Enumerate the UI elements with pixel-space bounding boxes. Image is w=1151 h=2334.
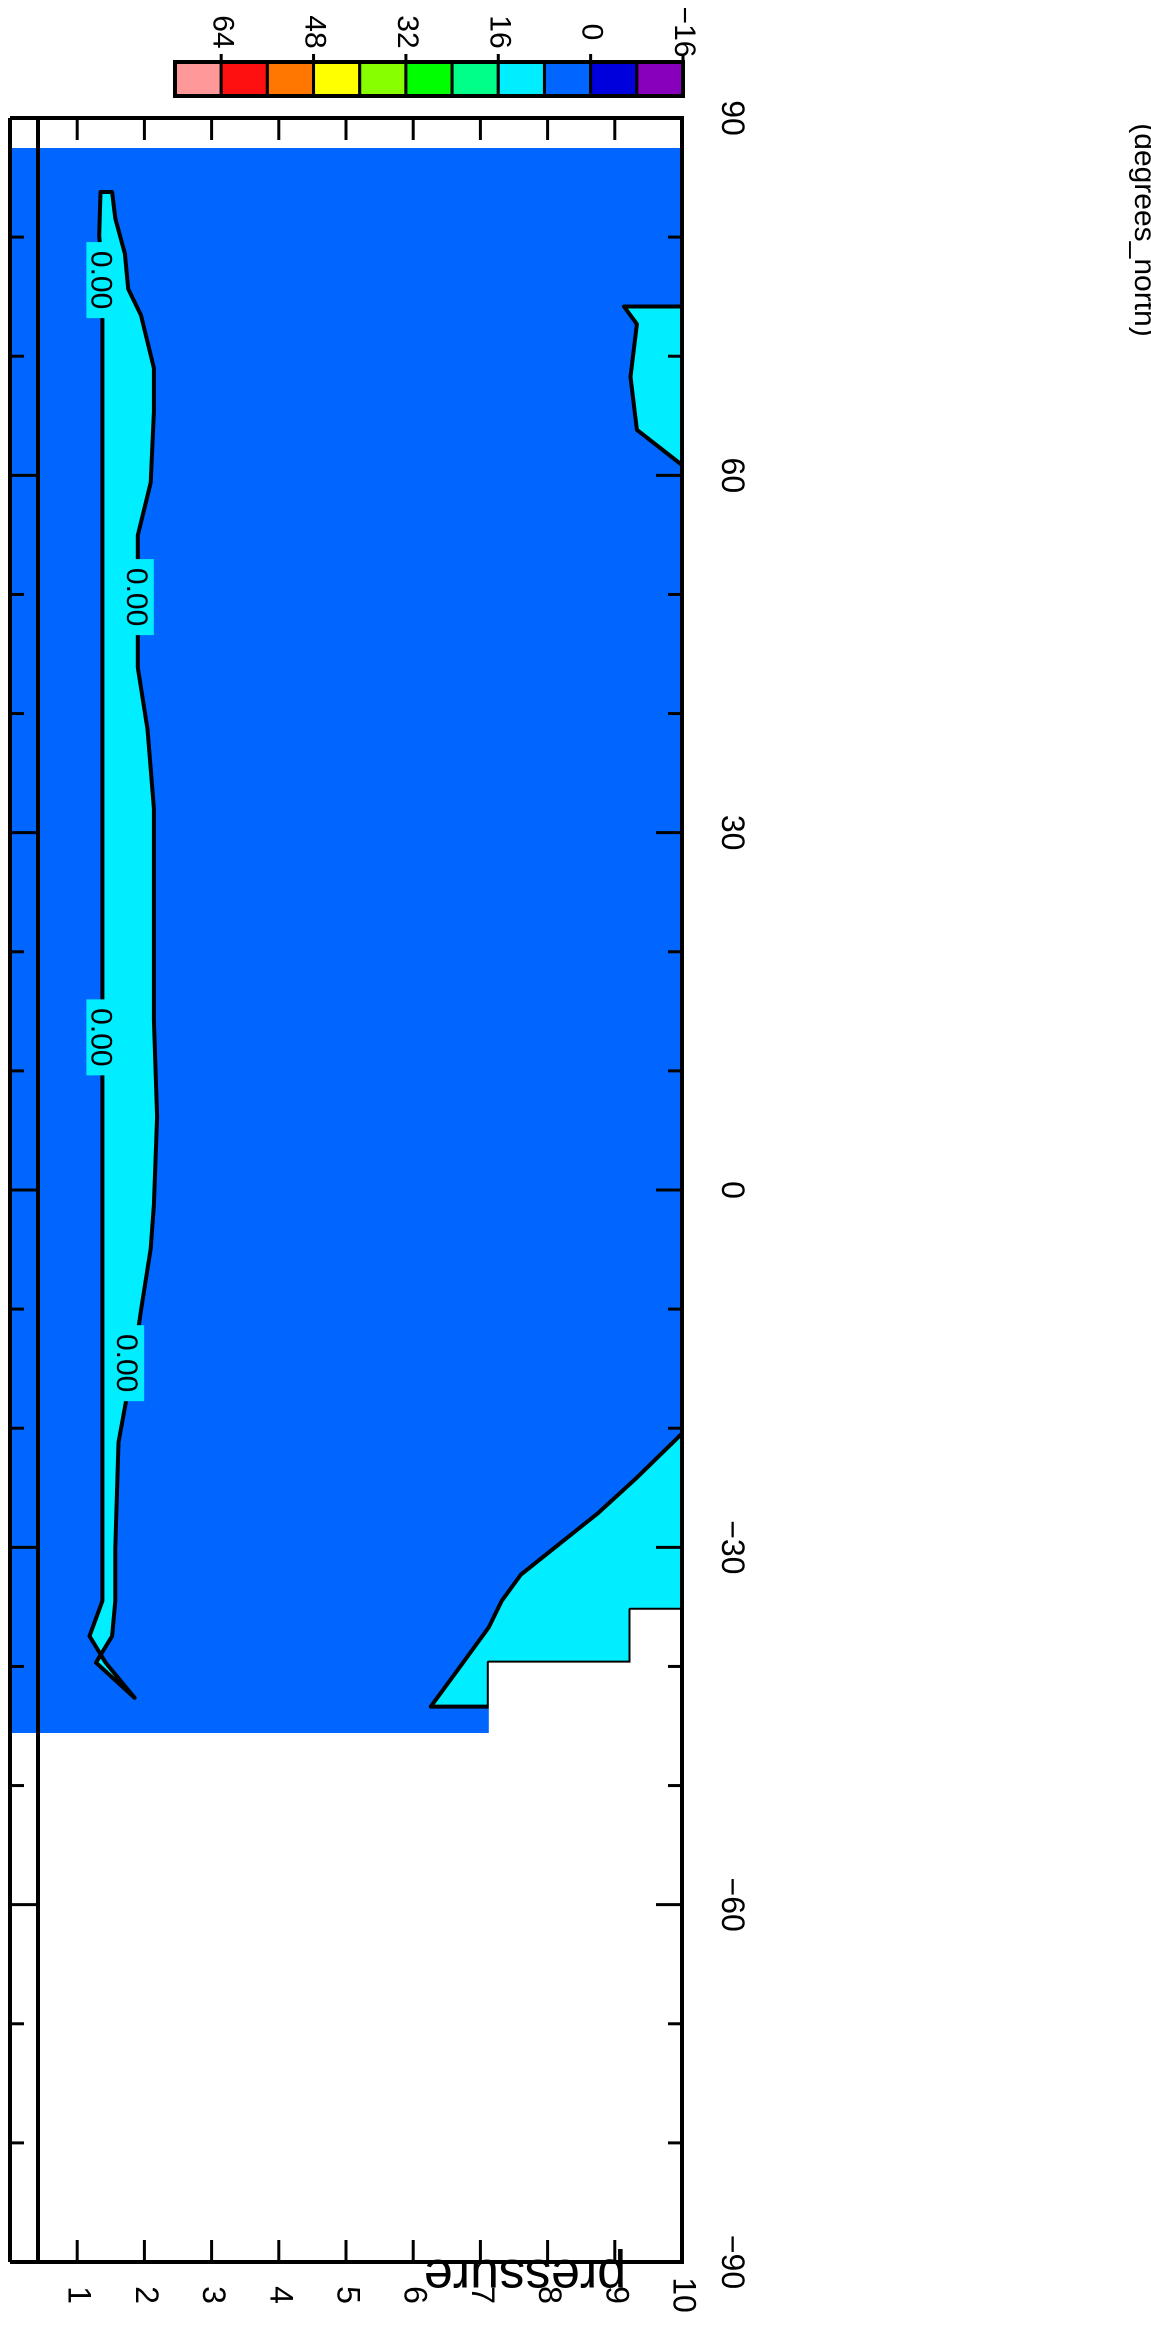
contour-label-background <box>112 1325 145 1402</box>
y-tick-label: 4 <box>263 2286 299 2304</box>
y-tick-label: 6 <box>398 2286 434 2304</box>
colorbar-tick-label: −16 <box>668 7 701 58</box>
colorbar-swatch <box>589 60 639 98</box>
contour-label-4: 0.00 <box>110 1325 145 1402</box>
axis-labels: (degrees_north) pressure <box>424 123 1151 2306</box>
x-tick-label: −30 <box>715 1520 751 1574</box>
colorbar-swatch <box>358 60 408 98</box>
colorbar-swatch <box>173 60 223 98</box>
x-tick-label: 0 <box>715 1181 751 1199</box>
y-tick-label: 10 <box>667 2277 703 2313</box>
contour-label-text: 0.00 <box>84 1008 117 1066</box>
x-tick-label: −60 <box>715 1878 751 1932</box>
y-tick-label: 7 <box>465 2286 501 2304</box>
contour-region-1 <box>87 190 160 1700</box>
colorbar-tick-label: 32 <box>391 15 424 48</box>
y-tick-label: 1 <box>62 2286 98 2304</box>
contour-label-1: 0.00 <box>84 242 119 319</box>
colorbar-swatch <box>496 60 546 98</box>
contour-label-background <box>86 999 119 1076</box>
x-tick-label: 60 <box>715 458 751 494</box>
colorbar-tick-label: 0 <box>576 24 609 41</box>
colorbar-swatch <box>219 60 269 98</box>
colorbar-tick-label: 16 <box>483 15 516 48</box>
colorbar-swatch <box>450 60 500 98</box>
contour-label-2: 0.00 <box>120 559 154 636</box>
x-axis-label: (degrees_north) <box>1128 123 1151 336</box>
contour-label-background <box>121 559 154 636</box>
colorbar-swatch <box>404 60 454 98</box>
colorbar: 64 48 32 16 0 −16 <box>173 7 701 98</box>
plot-area: 0.00 0.00 0.00 0.00 −90 −60 −30 0 30 60 90 1 2 3 4 5 6 7 8… <box>8 100 751 2313</box>
x-tick-label: 30 <box>715 815 751 851</box>
colorbar-swatch <box>265 60 316 98</box>
x-tick-label: −90 <box>715 2235 751 2289</box>
colorbar-swatch <box>542 60 593 98</box>
x-tick-label: 90 <box>715 100 751 136</box>
contour-label-text: 0.00 <box>84 251 117 309</box>
contour-label-text: 0.00 <box>110 1334 143 1392</box>
y-axis-label: pressure <box>424 2248 626 2306</box>
colorbar-swatch <box>635 60 685 98</box>
contour-label-text: 0.00 <box>120 568 153 626</box>
colorbar-tick-label: 48 <box>299 15 332 48</box>
y-tick-label: 9 <box>599 2286 635 2304</box>
y-tick-label: 3 <box>196 2286 232 2304</box>
contour-label-3: 0.00 <box>84 999 119 1076</box>
missing-data-region-1 <box>488 1609 682 1733</box>
colorbar-frame <box>173 60 685 98</box>
colorbar-swatch <box>312 60 362 98</box>
colorbar-tick-label: 64 <box>206 15 239 48</box>
y-tick-label: 2 <box>129 2286 165 2304</box>
contour-label-background <box>86 242 119 319</box>
y-tick-label: 5 <box>331 2286 367 2304</box>
y-tick-label: 8 <box>532 2286 568 2304</box>
